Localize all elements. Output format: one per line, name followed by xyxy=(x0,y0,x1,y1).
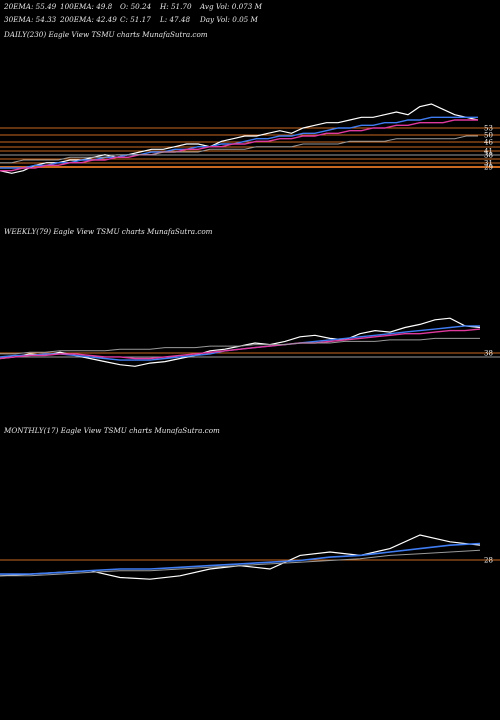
stat-high: H: 51.70 xyxy=(159,2,192,11)
monthly-series-line xyxy=(0,534,481,580)
daily-level-label: 29 xyxy=(484,164,493,172)
stat-low: L: 47.48 xyxy=(159,15,190,24)
stat-200ema: 200EMA: 42.49 xyxy=(59,15,117,24)
stat-avg-vol: Avg Vol: 0.073 M xyxy=(199,2,263,11)
stat-30ema: 30EMA: 54.33 xyxy=(4,15,57,24)
daily-level-label: 50 xyxy=(484,132,493,140)
weekly-panel: 38 xyxy=(0,317,500,367)
monthly-series-line xyxy=(0,542,481,575)
daily-level-label: 41 xyxy=(484,148,493,156)
weekly-series-line xyxy=(0,337,480,355)
monthly-series-line xyxy=(0,549,481,577)
monthly-level-label: 28 xyxy=(484,557,493,565)
daily-level-label: 31 xyxy=(484,160,493,168)
stat-day-vol: Day Vol: 0.05 M xyxy=(199,15,259,24)
weekly-series-line xyxy=(0,325,480,361)
weekly-series-line xyxy=(0,317,481,367)
daily-series-line xyxy=(0,135,478,164)
daily-series-line xyxy=(0,119,478,172)
monthly-panel-title: MONTHLY(17) Eagle View TSMU charts Munaf… xyxy=(3,426,220,435)
monthly-panel: 28 xyxy=(0,534,500,580)
daily-panel-title: DAILY(230) Eagle View TSMU charts Munafa… xyxy=(3,30,208,39)
daily-level-label: 53 xyxy=(484,125,493,133)
daily-series-line xyxy=(0,116,478,169)
weekly-level-label: 38 xyxy=(484,350,493,358)
weekly-panel-title: WEEKLY(79) Eagle View TSMU charts Munafa… xyxy=(4,227,213,236)
daily-level-label: 38 xyxy=(484,152,493,160)
daily-level-label: 46 xyxy=(484,139,493,147)
weekly-series-line xyxy=(0,328,481,360)
stat-20ema: 20EMA: 55.49 xyxy=(3,2,57,11)
stat-open: O: 50.24 xyxy=(120,2,152,11)
stat-100ema: 100EMA: 49.8 xyxy=(60,2,113,11)
stat-close: C: 51.17 xyxy=(120,15,151,24)
